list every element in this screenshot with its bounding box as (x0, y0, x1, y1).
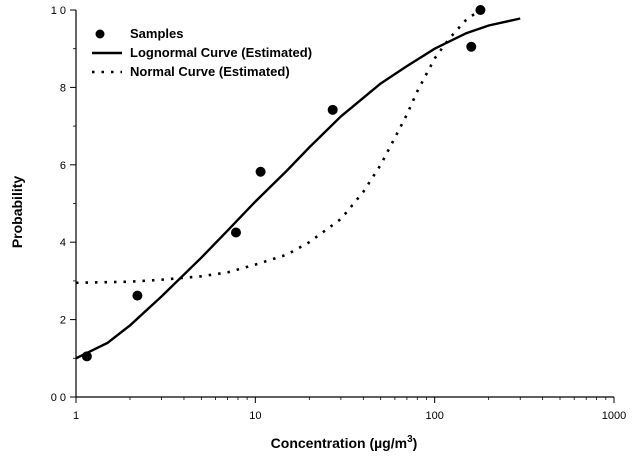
sample-point (327, 104, 338, 115)
y-axis-title: Probability (9, 176, 25, 249)
legend-label: Lognormal Curve (Estimated) (130, 45, 312, 60)
x-axis-title-superscript: 3 (407, 434, 413, 445)
y-tick-label: 4 (60, 237, 66, 249)
x-tick-label: 1000 (602, 410, 626, 422)
y-tick-label: 1 0 (51, 5, 66, 17)
normal-curve-line (76, 8, 482, 285)
y-tick-label: 6 (60, 160, 66, 172)
sample-point (132, 290, 143, 301)
x-tick-label: 100 (425, 410, 443, 422)
legend-label: Normal Curve (Estimated) (130, 64, 290, 79)
legend: Samples Lognormal Curve (Estimated) Normal… (92, 26, 312, 79)
sample-point (255, 166, 266, 177)
legend-marker-samples (95, 29, 105, 39)
x-tick-label: 1 (73, 410, 79, 422)
plot-area (76, 5, 521, 362)
sample-point (466, 41, 477, 52)
y-tick-label: 8 (60, 82, 66, 94)
x-axis-title: Concentration (µg/m3) (271, 434, 418, 451)
sample-point (230, 227, 241, 238)
x-axis-title-main: Concentration (µg/m (271, 435, 407, 451)
legend-label: Samples (130, 26, 183, 41)
sample-point (475, 5, 486, 15)
x-axis-title-suffix: ) (413, 435, 418, 451)
y-tick-label: 2 (60, 315, 66, 327)
x-tick-label: 10 (249, 410, 261, 422)
lognormal-curve-line (76, 17, 521, 360)
y-tick-label: 0 0 (51, 392, 66, 404)
